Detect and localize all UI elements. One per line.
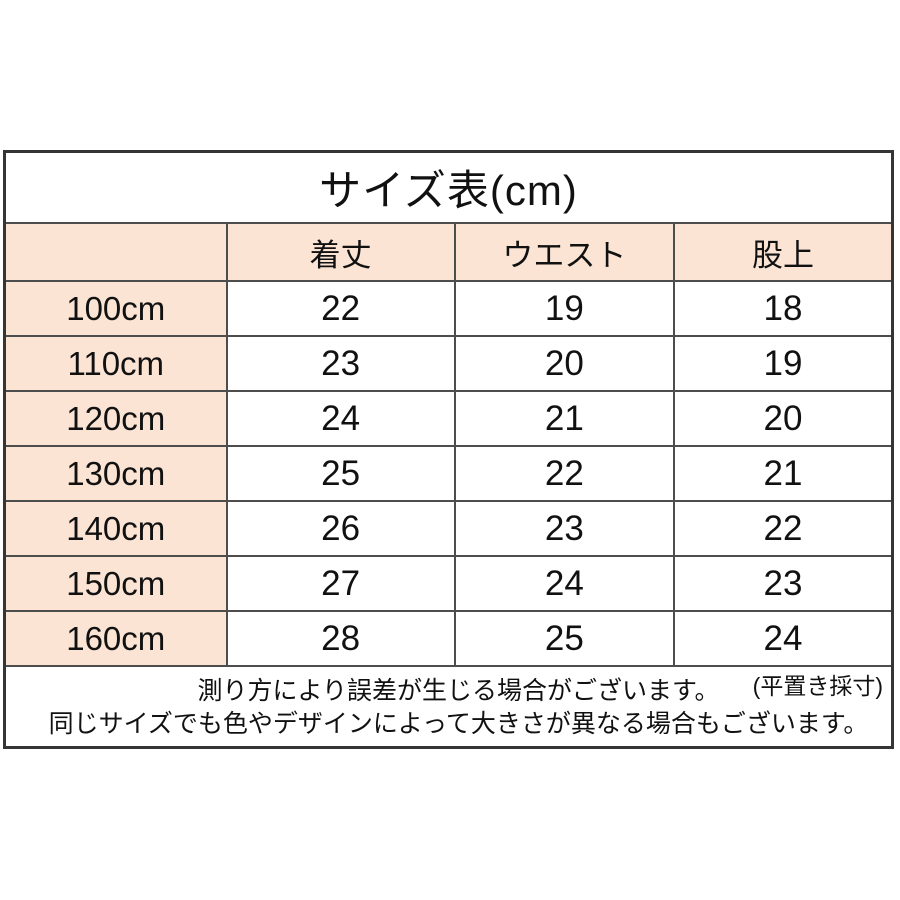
column-header-rise: 股上 bbox=[673, 222, 894, 282]
table-row-100cm: 100cm 22 19 18 bbox=[3, 280, 894, 337]
value-cell-waist: 20 bbox=[453, 335, 676, 392]
value-cell-length: 26 bbox=[225, 500, 456, 557]
size-label-cell: 160cm bbox=[3, 610, 228, 667]
value-cell-length: 28 bbox=[225, 610, 456, 667]
table-row-130cm: 130cm 25 22 21 bbox=[3, 445, 894, 502]
header-row: 着丈 ウエスト 股上 bbox=[3, 222, 894, 282]
value-cell-rise: 23 bbox=[673, 555, 894, 612]
footer-notes: 測り方により誤差が生じる場合がございます。 同じサイズでも色やデザインによって大… bbox=[7, 668, 891, 746]
value-cell-waist: 25 bbox=[453, 610, 676, 667]
size-label-cell: 150cm bbox=[3, 555, 228, 612]
footer-note-line1: 測り方により誤差が生じる場合がございます。 bbox=[197, 677, 720, 705]
table-row-140cm: 140cm 26 23 22 bbox=[3, 500, 894, 557]
value-cell-length: 22 bbox=[225, 280, 456, 337]
value-cell-rise: 19 bbox=[673, 335, 894, 392]
column-header-waist: ウエスト bbox=[453, 222, 676, 282]
value-cell-rise: 24 bbox=[673, 610, 894, 667]
table-row-160cm: 160cm 28 25 24 bbox=[3, 610, 894, 667]
value-cell-waist: 23 bbox=[453, 500, 676, 557]
size-label-cell: 120cm bbox=[3, 390, 228, 447]
chart-title: サイズ表(cm) bbox=[3, 150, 894, 224]
value-cell-length: 25 bbox=[225, 445, 456, 502]
size-chart-container: サイズ表(cm) 着丈 ウエスト 股上 100cm 22 19 18 110cm… bbox=[3, 150, 894, 749]
value-cell-length: 27 bbox=[225, 555, 456, 612]
column-header-size bbox=[3, 222, 228, 282]
measurement-method-note: (平置き採寸) bbox=[752, 673, 883, 699]
footer-row: (平置き採寸) 測り方により誤差が生じる場合がございます。 同じサイズでも色やデ… bbox=[3, 665, 894, 749]
size-label-cell: 140cm bbox=[3, 500, 228, 557]
column-header-length: 着丈 bbox=[225, 222, 456, 282]
value-cell-rise: 22 bbox=[673, 500, 894, 557]
size-label-cell: 100cm bbox=[3, 280, 228, 337]
value-cell-waist: 21 bbox=[453, 390, 676, 447]
value-cell-length: 24 bbox=[225, 390, 456, 447]
title-row: サイズ表(cm) bbox=[3, 150, 894, 224]
value-cell-length: 23 bbox=[225, 335, 456, 392]
table-row-120cm: 120cm 24 21 20 bbox=[3, 390, 894, 447]
value-cell-rise: 21 bbox=[673, 445, 894, 502]
table-row-150cm: 150cm 27 24 23 bbox=[3, 555, 894, 612]
footer-note-line2: 同じサイズでも色やデザインによって大きさが異なる場合もございます。 bbox=[48, 709, 869, 738]
value-cell-rise: 20 bbox=[673, 390, 894, 447]
size-label-cell: 110cm bbox=[3, 335, 228, 392]
size-label-cell: 130cm bbox=[3, 445, 228, 502]
size-chart-table: サイズ表(cm) 着丈 ウエスト 股上 100cm 22 19 18 110cm… bbox=[3, 150, 894, 749]
value-cell-waist: 24 bbox=[453, 555, 676, 612]
footer-note-cell: (平置き採寸) 測り方により誤差が生じる場合がございます。 同じサイズでも色やデ… bbox=[3, 665, 894, 749]
value-cell-waist: 19 bbox=[453, 280, 676, 337]
value-cell-waist: 22 bbox=[453, 445, 676, 502]
value-cell-rise: 18 bbox=[673, 280, 894, 337]
table-row-110cm: 110cm 23 20 19 bbox=[3, 335, 894, 392]
